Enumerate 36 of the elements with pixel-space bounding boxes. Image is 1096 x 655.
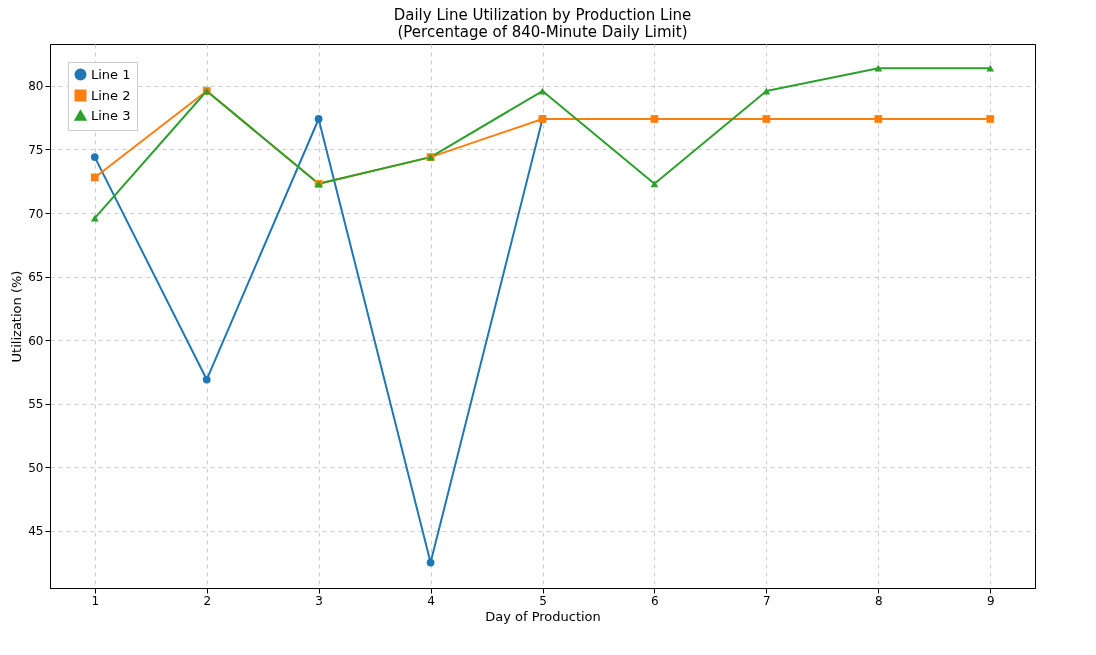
x-tick-label: 8 — [874, 593, 883, 608]
y-tick-label: 50 — [28, 460, 44, 475]
x-axis-title: Day of Production — [485, 608, 601, 624]
point — [538, 87, 547, 95]
y-tick-label: 70 — [28, 206, 44, 221]
point — [90, 173, 99, 182]
point — [202, 375, 211, 384]
y-tick-label: 60 — [28, 333, 44, 348]
point — [986, 64, 995, 72]
point — [650, 115, 659, 123]
chart-title: Daily Line Utilization by Production Line (Percentage of 840-Minute Daily Limit) — [393, 6, 692, 41]
x-tick-label: 5 — [539, 593, 547, 608]
x-tick-label: 2 — [203, 593, 212, 608]
y-tick-label: 45 — [28, 524, 44, 539]
point — [90, 153, 99, 161]
point — [986, 115, 995, 123]
x-tick-label: 1 — [91, 593, 100, 608]
point — [874, 64, 883, 72]
y-tick-label: 65 — [28, 270, 44, 285]
x-tick-label: 3 — [315, 593, 323, 608]
legend-label: Line 2 — [91, 87, 131, 103]
x-tick-label: 4 — [427, 593, 435, 608]
point — [650, 180, 659, 188]
point — [762, 115, 771, 123]
x-tick-label: 9 — [986, 593, 995, 608]
legend-label: Line 1 — [91, 66, 131, 82]
point — [874, 115, 883, 123]
y-tick-label: 80 — [28, 79, 44, 94]
point — [426, 558, 435, 567]
point — [314, 115, 323, 123]
x-tick-label: 6 — [651, 593, 659, 608]
legend-label: Line 3 — [91, 107, 131, 123]
y-tick-label: 55 — [28, 397, 44, 412]
y-axis-title: Utilization (%) — [9, 270, 25, 363]
y-tick-label: 75 — [28, 143, 44, 157]
x-tick-label: 7 — [763, 593, 771, 608]
